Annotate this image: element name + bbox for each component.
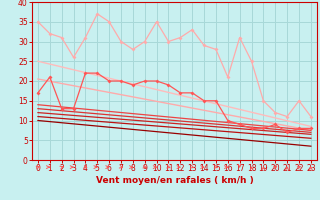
- X-axis label: Vent moyen/en rafales ( km/h ): Vent moyen/en rafales ( km/h ): [96, 176, 253, 185]
